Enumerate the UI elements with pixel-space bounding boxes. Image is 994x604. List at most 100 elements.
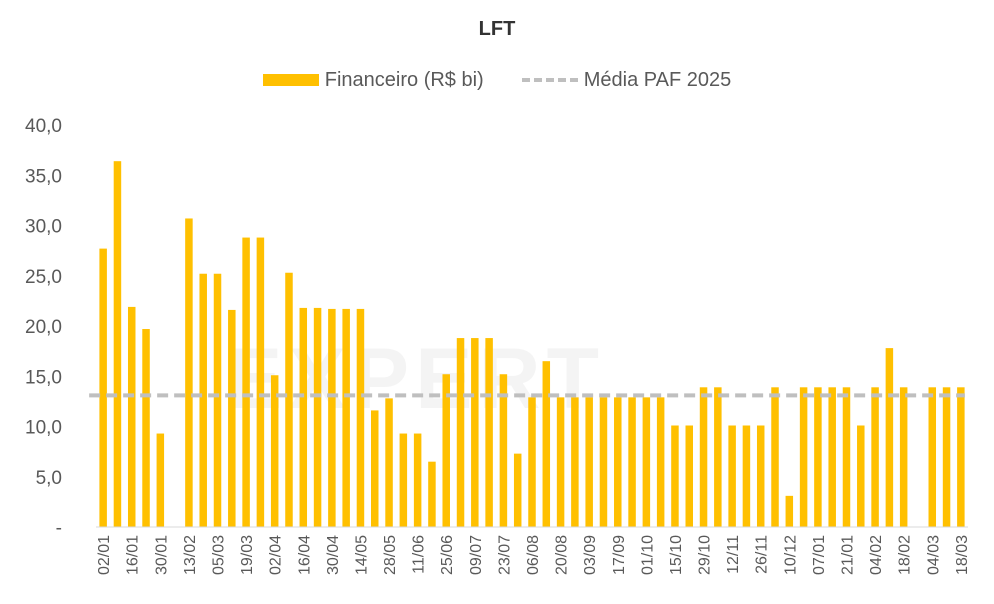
bar: [957, 387, 965, 527]
x-tick-label: 18/03: [954, 535, 971, 575]
bar: [356, 308, 365, 527]
bar: [828, 387, 836, 527]
bar: [342, 308, 350, 527]
bar: [571, 397, 579, 527]
y-tick-label: 10,0: [25, 418, 62, 439]
x-tick-label: 04/02: [868, 535, 885, 575]
bar: [814, 387, 822, 527]
legend-line-swatch: [521, 78, 578, 82]
x-tick-label: 17/09: [611, 535, 628, 575]
bar: [285, 272, 293, 527]
x-tick-label: 18/02: [897, 535, 914, 575]
bar: [399, 433, 408, 527]
bar: [671, 425, 679, 527]
bar: [857, 425, 865, 527]
bar: [799, 387, 808, 527]
bar: [242, 237, 250, 527]
bar: [685, 425, 693, 527]
bar: [127, 306, 136, 527]
bar: [556, 397, 565, 527]
x-tick-label: 30/01: [153, 535, 170, 575]
y-tick-label: 40,0: [25, 116, 62, 137]
x-tick-label: 12/11: [725, 535, 742, 574]
y-tick-label: 35,0: [25, 166, 62, 187]
bar: [270, 375, 279, 527]
bar: [371, 410, 379, 527]
bar: [942, 387, 951, 527]
x-tick-label: 10/12: [782, 535, 799, 575]
bar: [228, 309, 236, 527]
x-tick-label: 25/06: [439, 535, 456, 575]
x-tick-label: 23/07: [496, 535, 513, 575]
y-tick-label: -: [56, 518, 62, 539]
bar: [614, 397, 622, 527]
bar: [642, 397, 651, 527]
bar: [542, 361, 551, 527]
x-tick-label: 02/04: [268, 535, 285, 575]
x-tick-label: 09/07: [468, 535, 485, 575]
y-tick-label: 30,0: [25, 217, 62, 238]
bar: [585, 397, 593, 527]
bar: [413, 433, 422, 527]
bar: [428, 461, 436, 527]
x-tick-label: 21/01: [839, 535, 856, 575]
x-tick-label: 16/01: [125, 535, 142, 575]
x-tick-label: 15/10: [668, 535, 685, 575]
bar: [499, 374, 508, 527]
bar: [899, 387, 908, 527]
bar: [99, 248, 107, 528]
bar: [185, 218, 193, 527]
bar: [628, 397, 636, 527]
y-tick-label: 20,0: [25, 317, 62, 338]
x-tick-label: 29/10: [697, 535, 714, 575]
x-tick-label: 26/11: [754, 535, 771, 574]
bar: [513, 453, 522, 527]
bar: [871, 387, 879, 527]
legend: Financeiro (R$ bi) Média PAF 2025: [0, 66, 994, 94]
bar: [485, 338, 493, 527]
bar: [299, 307, 308, 527]
x-tick-label: 16/04: [296, 535, 313, 575]
bar: [256, 237, 265, 527]
y-tick-label: 25,0: [25, 267, 62, 288]
x-tick-label: 11/06: [411, 535, 428, 574]
x-tick-label: 20/08: [554, 535, 571, 575]
x-tick-label: 04/03: [925, 535, 942, 575]
bar: [756, 425, 765, 527]
bar: [714, 387, 722, 527]
bar: [842, 387, 851, 527]
x-tick-label: 07/01: [811, 535, 828, 575]
x-tick-label: 03/09: [582, 535, 599, 575]
legend-item-bar: Financeiro (R$ bi): [262, 68, 484, 92]
x-tick-label: 01/10: [639, 535, 656, 575]
bar: [599, 397, 608, 527]
x-tick-label: 14/05: [353, 535, 370, 575]
bar: [742, 425, 751, 527]
bar: [656, 397, 665, 527]
bar: [385, 398, 393, 527]
bar: [442, 374, 450, 527]
x-tick-label: 06/08: [525, 535, 542, 575]
bar: [771, 387, 779, 527]
bar: [199, 273, 207, 527]
legend-line-label: Média PAF 2025: [583, 68, 732, 91]
bar: [528, 397, 536, 527]
bar: [113, 161, 122, 527]
bar: [213, 273, 222, 527]
x-tick-label: 13/02: [182, 535, 199, 575]
x-tick-label: 30/04: [325, 535, 342, 575]
chart-title: LFT: [478, 18, 516, 40]
bar: [785, 495, 794, 527]
bar: [728, 425, 736, 527]
legend-bar-swatch: [262, 74, 319, 86]
bar: [156, 433, 165, 527]
x-tick-label: 05/03: [211, 535, 228, 575]
bar: [471, 338, 479, 527]
x-tick-label: 28/05: [382, 535, 399, 575]
bar: [699, 387, 708, 527]
y-tick-label: 5,0: [36, 468, 62, 489]
x-tick-label: 02/01: [96, 535, 113, 575]
x-tick-label: 19/03: [239, 535, 256, 575]
legend-bar-label: Financeiro (R$ bi): [324, 68, 484, 91]
